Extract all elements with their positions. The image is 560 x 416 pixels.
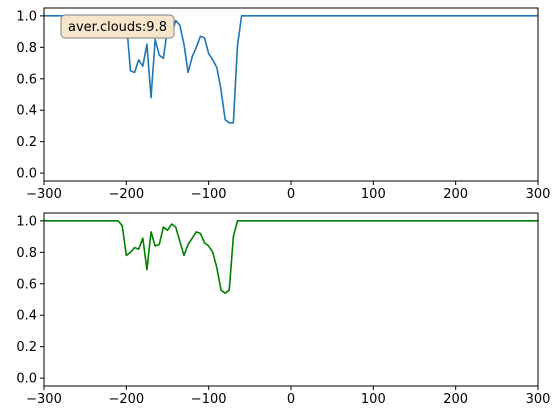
x-tick-label: −300 [26, 187, 62, 202]
annotation-box [60, 14, 175, 39]
x-tick-label: 300 [526, 187, 551, 202]
y-tick-label: 0.4 [16, 104, 37, 119]
x-tick-label: −200 [108, 392, 144, 407]
x-tick-label: 200 [443, 187, 468, 202]
y-tick-label: 0.2 [16, 340, 37, 355]
x-tick-label: 0 [287, 187, 295, 202]
x-tick-label: 200 [443, 392, 468, 407]
y-tick-label: 1.0 [16, 9, 37, 24]
x-tick-label: −100 [191, 392, 227, 407]
x-tick-label: 100 [361, 392, 386, 407]
y-tick-label: 0.6 [16, 72, 37, 87]
y-tick-label: 0.8 [16, 41, 37, 56]
y-tick-label: 1.0 [16, 214, 37, 229]
chart-panel-1: −300 −200 −100 0 100 200 300 0.0 0.2 0.4 0.6 0.8 1.0… [16, 7, 551, 202]
y-tick-label: 0.6 [16, 277, 37, 292]
y-tick-label: 0.4 [16, 309, 37, 324]
x-tick-label: 0 [287, 392, 295, 407]
x-tick-label: −200 [108, 187, 144, 202]
y-tick-label: 0.0 [16, 167, 37, 182]
x-tick-label: −300 [26, 392, 62, 407]
y-tick-label: 0.8 [16, 246, 37, 261]
y-tick-label: 0.2 [16, 135, 37, 150]
annotation-text: aver.clouds:9.8 [68, 20, 167, 35]
series-line-1 [44, 220, 538, 295]
series-line-1 [44, 15, 538, 124]
x-tick-label: 100 [361, 187, 386, 202]
x-tick-label: −100 [191, 187, 227, 202]
chart-panel-2: −300 −200 −100 0 100 200 300 0.0 0.2 0.4 0.6 0.8 1.0 [16, 212, 551, 407]
y-tick-label: 0.0 [16, 372, 37, 387]
x-tick-label: 300 [526, 392, 551, 407]
